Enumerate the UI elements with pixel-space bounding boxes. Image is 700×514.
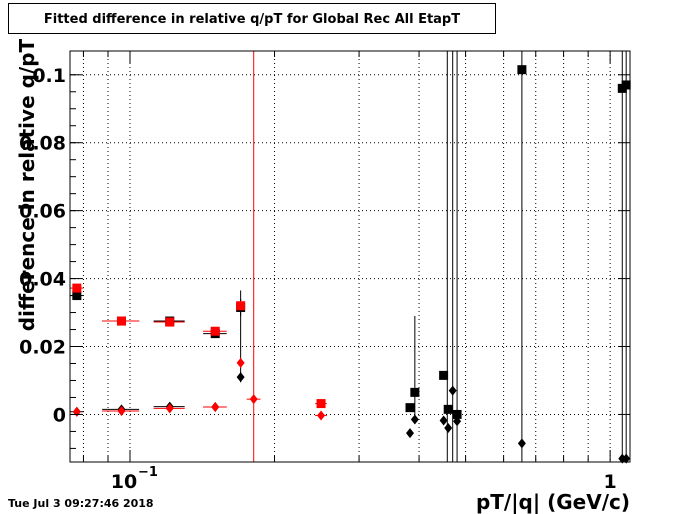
x-tick-label: 10 bbox=[111, 471, 137, 493]
x-tick-exponent: −1 bbox=[138, 465, 158, 480]
x-tick-label: 1 bbox=[604, 471, 617, 493]
vertical-lines bbox=[240, 51, 627, 462]
square-marker bbox=[443, 404, 453, 414]
diamond-marker bbox=[236, 357, 245, 368]
square-marker bbox=[410, 387, 420, 397]
diamond-marker bbox=[622, 453, 631, 464]
diamond-marker bbox=[249, 394, 258, 405]
diamond-marker bbox=[439, 415, 448, 426]
square-marker bbox=[72, 291, 82, 301]
square-marker bbox=[517, 65, 527, 75]
y-tick-label: 0.08 bbox=[19, 133, 66, 155]
diamond-marker bbox=[444, 423, 453, 434]
square-marker bbox=[116, 316, 126, 326]
grid-lines bbox=[70, 51, 630, 462]
data-markers bbox=[72, 65, 631, 464]
y-tick-label: 0.06 bbox=[19, 201, 66, 223]
diamond-marker bbox=[406, 428, 415, 439]
timestamp: Tue Jul 3 09:27:46 2018 bbox=[8, 497, 154, 510]
y-tick-label: 0.04 bbox=[19, 269, 66, 291]
diamond-marker bbox=[117, 406, 126, 417]
diamond-marker bbox=[453, 416, 462, 427]
diamond-marker bbox=[448, 385, 457, 396]
diamond-marker bbox=[72, 406, 81, 417]
square-marker bbox=[316, 399, 326, 409]
square-marker bbox=[621, 80, 631, 90]
y-tick-label: 0.02 bbox=[19, 337, 66, 359]
square-marker bbox=[236, 301, 246, 311]
square-marker bbox=[405, 403, 415, 413]
y-axis-label: difference in relative q/pT bbox=[15, 38, 39, 332]
x-axis-label: pT/|q| (GeV/c) bbox=[475, 490, 630, 514]
square-marker bbox=[210, 326, 220, 336]
y-tick-label: 0 bbox=[53, 404, 66, 426]
y-tick-label: 0.1 bbox=[32, 65, 66, 87]
square-marker bbox=[165, 317, 175, 327]
diamond-marker bbox=[410, 414, 419, 425]
diamond-marker bbox=[236, 372, 245, 383]
chart-title: Fitted difference in relative q/pT for G… bbox=[43, 12, 461, 27]
diamond-marker bbox=[211, 401, 220, 412]
square-marker bbox=[72, 283, 82, 293]
square-marker bbox=[439, 370, 449, 380]
axes: 0 0.02 0.04 0.06 0.08 0.1 10 −1 1 bbox=[19, 51, 630, 493]
chart-title-box: Fitted difference in relative q/pT for G… bbox=[8, 3, 496, 34]
diamond-marker bbox=[165, 403, 174, 414]
error-bars bbox=[70, 284, 327, 416]
square-marker bbox=[452, 409, 462, 419]
diamond-marker bbox=[317, 410, 326, 421]
diamond-marker bbox=[517, 438, 526, 449]
plot-frame bbox=[69, 50, 631, 463]
